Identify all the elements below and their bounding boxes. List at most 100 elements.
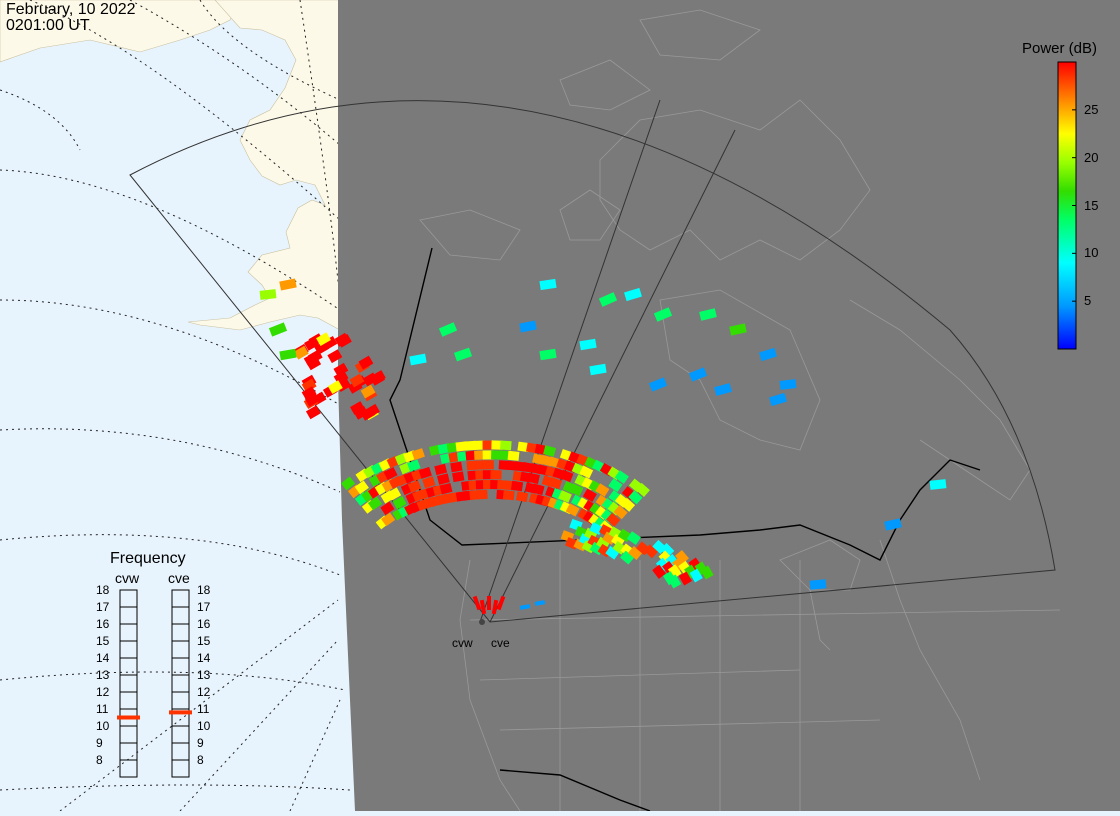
frequency-scale-label: 9 xyxy=(197,736,204,750)
echo-cell xyxy=(653,307,673,322)
frequency-scale-label: 12 xyxy=(197,685,211,699)
echo-cell xyxy=(354,480,369,495)
echo-cell xyxy=(358,355,374,370)
frequency-scale-label: 15 xyxy=(96,634,110,648)
colorbar-tick-label: 5 xyxy=(1084,293,1092,309)
echo-cell xyxy=(558,490,572,503)
echo-cell xyxy=(491,599,499,615)
frequency-scale-label: 17 xyxy=(96,600,110,614)
echo-cell xyxy=(565,503,580,517)
echo-cell xyxy=(678,571,693,586)
echo-cell xyxy=(476,489,488,500)
colorbar-tick-label: 20 xyxy=(1084,149,1099,165)
frequency-scale-label: 8 xyxy=(96,753,103,767)
echo-cell xyxy=(370,371,386,386)
echo-cell xyxy=(648,377,668,392)
echo-cell xyxy=(929,479,947,490)
echo-cell xyxy=(613,505,628,520)
echo-cell xyxy=(259,289,277,300)
echo-cell xyxy=(304,337,319,351)
borders xyxy=(389,247,981,812)
frequency-scale-label: 10 xyxy=(96,719,110,733)
echo-cell xyxy=(595,483,610,497)
echo-cell xyxy=(559,469,574,483)
echo-cell xyxy=(327,380,343,394)
echo-cell xyxy=(301,386,317,401)
echo-cell xyxy=(491,440,503,450)
echo-cell xyxy=(455,441,468,452)
echo-cell xyxy=(539,278,557,291)
echo-cell xyxy=(279,278,297,291)
echo-cell xyxy=(334,332,350,347)
echo-cell xyxy=(482,440,494,450)
echo-cell xyxy=(301,378,317,393)
frequency-cell xyxy=(119,759,138,778)
echo-cell xyxy=(626,531,641,545)
echo-cell xyxy=(539,348,557,361)
echo-cell xyxy=(598,292,618,307)
echo-cell xyxy=(383,467,398,481)
echo-cell xyxy=(341,476,356,491)
frequency-scale-label: 16 xyxy=(197,617,211,631)
echo-cell xyxy=(628,545,643,560)
land-alaska xyxy=(187,0,341,331)
echo-cell xyxy=(624,287,642,302)
echo-cell xyxy=(473,440,485,450)
echo-cell xyxy=(304,392,320,407)
echo-cell xyxy=(472,595,482,611)
frequency-scale-label: 13 xyxy=(96,668,110,682)
echo-cell xyxy=(569,483,584,497)
echo-cells xyxy=(259,278,947,615)
frequency-scale-label: 11 xyxy=(96,702,109,716)
echo-cell xyxy=(515,491,529,503)
echo-cell xyxy=(349,401,365,415)
frequency-scale-label: 12 xyxy=(96,685,110,699)
echo-cell xyxy=(652,564,667,579)
time-label: 0201:00 UT xyxy=(6,17,90,34)
echo-cell xyxy=(510,480,524,492)
colorbar-tick-label: 10 xyxy=(1084,245,1099,261)
echo-cell xyxy=(392,496,407,510)
fov-outline xyxy=(129,99,1056,623)
echo-cell xyxy=(303,352,319,367)
frequency-scale-label: 9 xyxy=(96,736,103,750)
colorbar-title: Power (dB) xyxy=(1022,40,1098,57)
echo-cell xyxy=(293,345,309,360)
night-region xyxy=(338,0,1120,811)
echo-cell xyxy=(579,465,594,479)
echo-cell xyxy=(327,349,343,364)
site-label-cvw: cvw xyxy=(452,636,473,650)
echo-cell xyxy=(316,332,331,347)
echo-cell xyxy=(452,471,465,483)
echo-cell xyxy=(407,480,422,493)
radar-name-cve: cve xyxy=(168,570,190,586)
echo-cell xyxy=(519,320,537,333)
echo-cell xyxy=(614,470,629,484)
colorbar-tick-label: 25 xyxy=(1084,101,1099,117)
frequency-scale-label: 16 xyxy=(96,617,110,631)
frequency-marker-cvw xyxy=(117,715,140,720)
echo-cell xyxy=(418,466,432,479)
frequency-scale-label: 14 xyxy=(96,651,110,665)
echo-cell xyxy=(450,461,463,473)
echo-cell xyxy=(380,501,395,516)
echo-cell xyxy=(619,550,635,565)
echo-cell xyxy=(474,450,486,460)
echo-cell xyxy=(268,322,288,337)
echo-cell xyxy=(353,405,369,420)
echo-cell xyxy=(667,564,682,579)
echo-cell xyxy=(490,470,502,480)
echo-cell xyxy=(322,335,338,350)
site-label-cve: cve xyxy=(491,636,510,650)
echo-cell xyxy=(502,490,515,501)
echo-cell xyxy=(729,323,747,336)
echo-cell xyxy=(620,497,636,512)
echo-cell xyxy=(464,440,477,451)
echo-cell xyxy=(367,496,383,511)
date-label: February, 10 2022 xyxy=(6,1,136,18)
echo-cell xyxy=(439,483,453,495)
echo-cell xyxy=(635,482,650,497)
echo-cell xyxy=(660,543,675,558)
echo-cell xyxy=(407,459,421,472)
echo-cell xyxy=(675,549,689,565)
